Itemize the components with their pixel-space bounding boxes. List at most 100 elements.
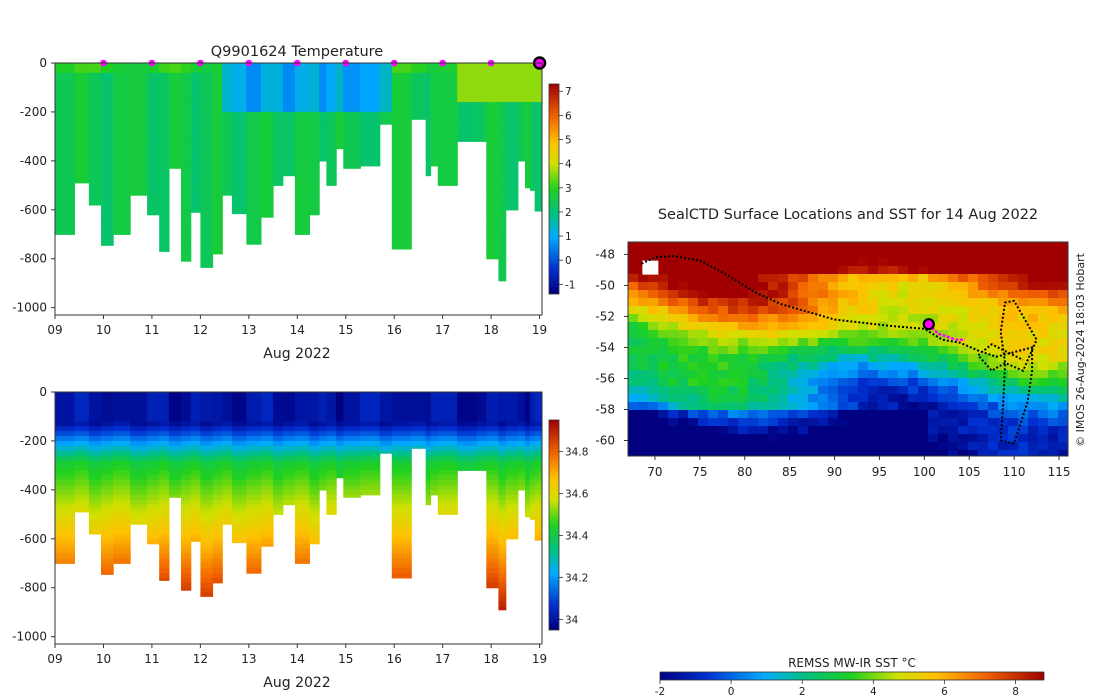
- sst-cell: [1028, 370, 1039, 379]
- profile-cell: [88, 121, 102, 128]
- profile-cell: [159, 455, 170, 462]
- profile-cell: [159, 440, 170, 447]
- sst-cell: [1048, 378, 1059, 387]
- profile-cell: [181, 573, 192, 579]
- profile-cell: [168, 107, 182, 113]
- profile-cell: [231, 195, 247, 201]
- sst-colorbar-label: REMSS MW-IR SST °C: [788, 656, 916, 670]
- sst-cell: [678, 338, 689, 347]
- profile-cell: [55, 165, 75, 172]
- profile-cell: [260, 426, 274, 432]
- sst-cell: [868, 354, 879, 363]
- profile-cell: [498, 392, 507, 398]
- sst-cell: [948, 370, 959, 379]
- profile-cell: [168, 475, 182, 481]
- profile-cell: [476, 455, 487, 462]
- profile-cell: [147, 200, 160, 206]
- profile-cell: [294, 67, 310, 74]
- profile-cell: [88, 485, 102, 491]
- sst-cell: [768, 410, 779, 419]
- sst-cell: [768, 362, 779, 371]
- sst-cell: [1058, 442, 1068, 451]
- profile-cell: [486, 543, 499, 550]
- sst-cell: [728, 322, 739, 331]
- x-tick-label: 13: [241, 652, 256, 666]
- sst-cell: [1058, 418, 1068, 427]
- profile-cell: [168, 489, 182, 496]
- profile-cell: [391, 111, 412, 118]
- sst-cell: [698, 258, 709, 267]
- profile-cell: [517, 111, 526, 118]
- sst-cell: [1028, 362, 1039, 371]
- profile-cell: [360, 489, 381, 496]
- profile-cell: [130, 494, 148, 501]
- profile-cell: [181, 209, 192, 216]
- sst-cell: [638, 314, 649, 323]
- profile-cell: [486, 244, 499, 250]
- profile-cell: [130, 431, 148, 437]
- profile-cell: [391, 529, 412, 535]
- sst-cell: [688, 322, 699, 331]
- profile-cell: [309, 175, 320, 181]
- sst-cell: [1048, 330, 1059, 339]
- sst-cell: [728, 442, 739, 451]
- profile-cell: [273, 489, 284, 496]
- profile-cell: [525, 92, 531, 98]
- sst-cell: [758, 306, 769, 315]
- profile-cell: [486, 107, 499, 113]
- colorbar-tick-label: 34.8: [565, 447, 588, 459]
- profile-cell: [181, 587, 192, 591]
- profile-cell: [88, 131, 102, 137]
- sst-cell: [968, 242, 979, 251]
- sst-cell: [708, 314, 719, 323]
- colorbar-tick-label: 4: [565, 159, 572, 171]
- profile-cell: [200, 582, 214, 589]
- profile-cell: [326, 102, 337, 108]
- profile-cell: [159, 529, 170, 535]
- temperature-colorbar: -1 0 1 2 3 4 5 6 7: [548, 83, 575, 295]
- profile-cell: [260, 421, 274, 427]
- profile-cell: [309, 204, 320, 211]
- profile-cell: [200, 63, 214, 69]
- profile-cell: [486, 475, 499, 481]
- profile-cell: [360, 126, 381, 133]
- sst-cell: [788, 330, 799, 339]
- profile-cell: [130, 121, 148, 128]
- profile-cell: [498, 543, 507, 550]
- sst-cell: [988, 258, 999, 267]
- colorbar-tick-label: 2: [799, 686, 806, 698]
- profile-cell: [282, 141, 296, 147]
- profile-cell: [101, 455, 114, 462]
- profile-cell: [282, 102, 296, 108]
- profile-cell: [273, 107, 284, 113]
- profile-cell: [147, 165, 160, 172]
- profile-cell: [260, 77, 274, 84]
- profile-cell: [113, 82, 131, 89]
- profile-cell: [326, 416, 337, 422]
- profile-cell: [498, 175, 507, 181]
- profile-cell: [212, 509, 223, 515]
- profile-cell: [212, 460, 223, 466]
- profile-cell: [319, 411, 327, 418]
- profile-cell: [391, 126, 412, 133]
- profile-cell: [294, 121, 310, 128]
- profile-cell: [212, 87, 223, 93]
- sst-cell: [828, 418, 839, 427]
- sst-cell: [768, 450, 779, 456]
- sst-cell: [798, 258, 809, 267]
- sst-cell: [1008, 418, 1019, 427]
- profile-cell: [529, 77, 536, 84]
- sst-cell: [1008, 322, 1019, 331]
- sst-cell: [1018, 266, 1029, 275]
- profile-cell: [437, 485, 458, 491]
- y-tick-label: -1000: [12, 301, 47, 315]
- sst-cell: [1008, 306, 1019, 315]
- sst-cell: [858, 282, 869, 291]
- sst-cell: [968, 402, 979, 411]
- sst-cell: [948, 410, 959, 419]
- x-tick-label: 18: [483, 652, 498, 666]
- sst-cell: [1008, 386, 1019, 395]
- profile-cell: [159, 401, 170, 408]
- profile-cell: [55, 151, 75, 157]
- profile-cell: [525, 485, 531, 491]
